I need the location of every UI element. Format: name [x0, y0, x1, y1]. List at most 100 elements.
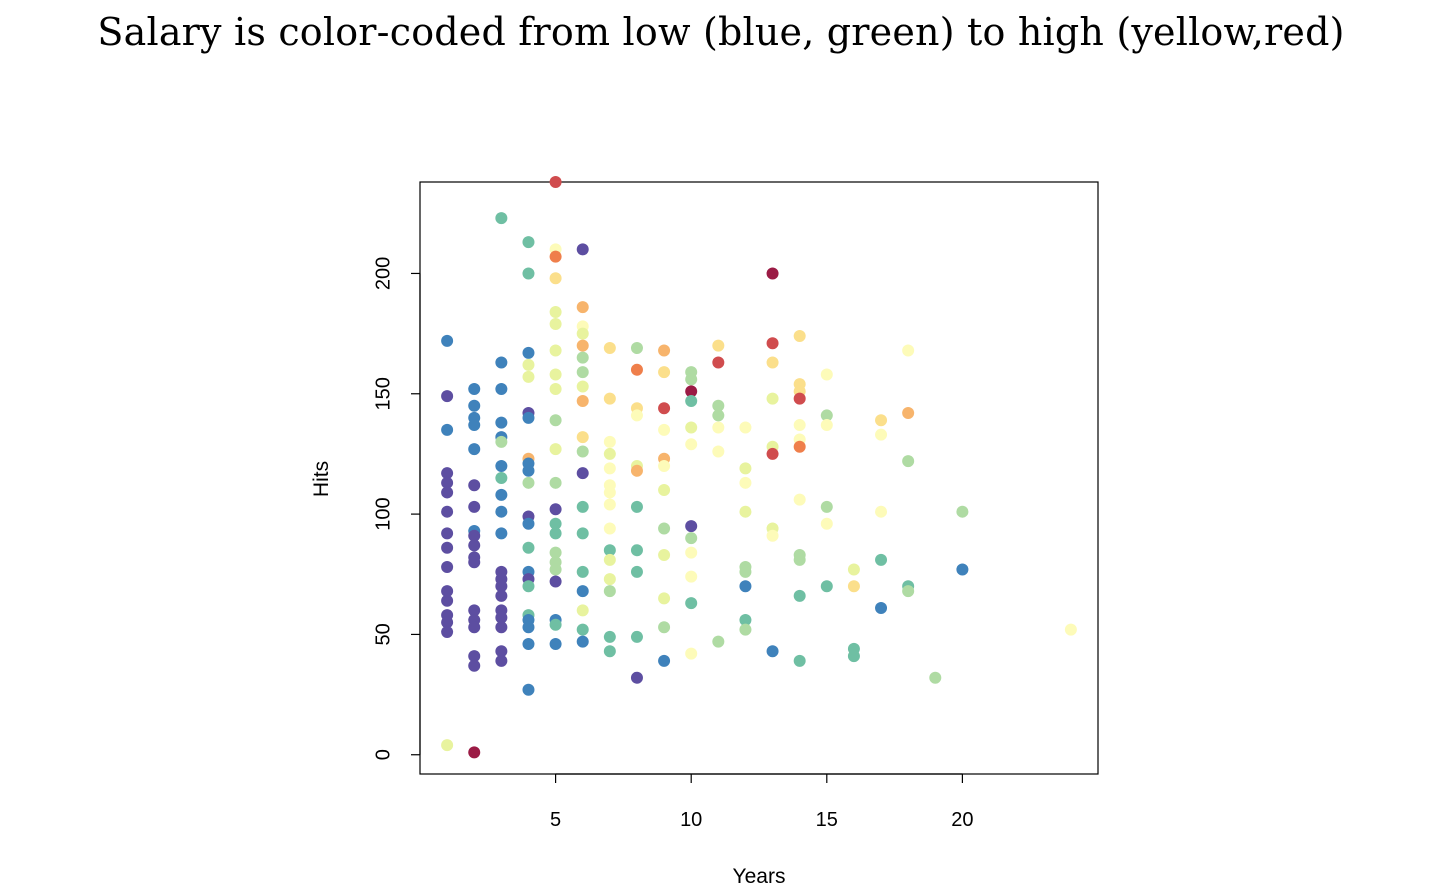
- data-point: [766, 337, 779, 350]
- data-point: [576, 339, 589, 352]
- data-point: [739, 580, 752, 593]
- data-point: [495, 435, 508, 448]
- data-point: [658, 402, 671, 415]
- data-point: [630, 342, 643, 355]
- data-point: [712, 356, 725, 369]
- data-point: [522, 346, 535, 359]
- data-point: [793, 553, 806, 566]
- data-point: [441, 541, 454, 554]
- data-point: [603, 392, 616, 405]
- data-point: [522, 411, 535, 424]
- data-point: [766, 356, 779, 369]
- data-point: [441, 594, 454, 607]
- data-point: [658, 484, 671, 497]
- data-point: [658, 344, 671, 357]
- data-point: [441, 616, 454, 629]
- data-point: [603, 435, 616, 448]
- data-point: [603, 585, 616, 598]
- data-point: [630, 630, 643, 643]
- data-point: [630, 363, 643, 376]
- data-point: [495, 611, 508, 624]
- data-point: [820, 580, 833, 593]
- data-point: [956, 505, 969, 518]
- data-point: [522, 683, 535, 696]
- data-point: [522, 541, 535, 554]
- data-point: [549, 443, 562, 456]
- data-point: [766, 392, 779, 405]
- data-point: [576, 467, 589, 480]
- data-point: [495, 621, 508, 634]
- data-point: [576, 604, 589, 617]
- data-point: [441, 390, 454, 403]
- data-point: [468, 500, 481, 513]
- data-point: [685, 647, 698, 660]
- data-point: [929, 671, 942, 684]
- data-point: [1064, 623, 1077, 636]
- data-point: [820, 409, 833, 422]
- data-point: [603, 544, 616, 557]
- data-point: [495, 580, 508, 593]
- data-point: [603, 486, 616, 499]
- data-point: [549, 305, 562, 318]
- data-point: [495, 488, 508, 501]
- y-tick-label: 0: [372, 749, 394, 760]
- data-point: [468, 746, 481, 759]
- data-point: [603, 645, 616, 658]
- data-point: [495, 459, 508, 472]
- data-point: [441, 561, 454, 574]
- data-point: [549, 344, 562, 357]
- data-point: [658, 592, 671, 605]
- data-point: [576, 623, 589, 636]
- data-point: [576, 380, 589, 393]
- x-tick-label: 5: [550, 809, 561, 831]
- data-point: [793, 419, 806, 432]
- data-point: [875, 601, 888, 614]
- data-point: [603, 630, 616, 643]
- y-tick-label: 50: [372, 623, 394, 645]
- data-point: [468, 556, 481, 569]
- data-point: [820, 368, 833, 381]
- data-point: [468, 621, 481, 634]
- data-point: [576, 445, 589, 458]
- data-point: [468, 529, 481, 542]
- data-point: [630, 409, 643, 422]
- data-point: [441, 467, 454, 480]
- y-tick-label: 200: [372, 257, 394, 290]
- data-point: [793, 654, 806, 667]
- data-point: [495, 527, 508, 540]
- data-point: [441, 486, 454, 499]
- data-point: [576, 500, 589, 513]
- data-point: [902, 585, 915, 598]
- data-point: [793, 493, 806, 506]
- data-point: [441, 626, 454, 639]
- data-point: [956, 563, 969, 576]
- data-point: [739, 421, 752, 434]
- data-point: [630, 565, 643, 578]
- data-point: [576, 565, 589, 578]
- data-point: [820, 517, 833, 530]
- data-point: [739, 476, 752, 489]
- data-point: [549, 575, 562, 588]
- data-point: [522, 638, 535, 651]
- y-axis-label: Hits: [310, 461, 333, 497]
- data-point: [739, 565, 752, 578]
- data-point: [576, 527, 589, 540]
- data-point: [576, 351, 589, 364]
- data-point: [549, 382, 562, 395]
- data-point: [468, 443, 481, 456]
- data-point: [902, 344, 915, 357]
- data-point: [712, 409, 725, 422]
- data-point: [685, 532, 698, 545]
- page-title: Salary is color-coded from low (blue, gr…: [97, 10, 1345, 54]
- data-point: [739, 462, 752, 475]
- data-point: [685, 373, 698, 386]
- data-point: [522, 476, 535, 489]
- data-point: [658, 423, 671, 436]
- data-point: [875, 553, 888, 566]
- data-point: [603, 447, 616, 460]
- data-point: [549, 503, 562, 516]
- data-point: [441, 585, 454, 598]
- data-point: [766, 447, 779, 460]
- data-point: [549, 546, 562, 559]
- data-point: [495, 654, 508, 667]
